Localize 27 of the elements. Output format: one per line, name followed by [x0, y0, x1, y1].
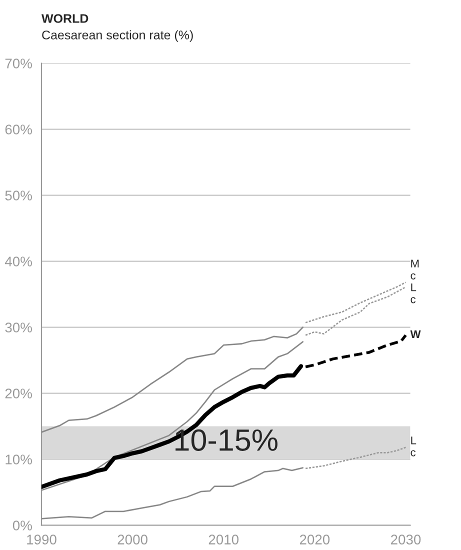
line-series — [304, 446, 406, 470]
chart-subtitle: Caesarean section rate (%) — [42, 30, 193, 42]
y-tick-label: 50% — [5, 190, 32, 200]
band-label: 10-15% — [176, 429, 278, 451]
x-tick-label: 2020 — [300, 534, 330, 544]
series-label: L c — [410, 283, 416, 304]
line-series — [304, 286, 406, 336]
line-series — [41, 364, 304, 490]
series-label: W — [410, 330, 421, 338]
y-tick-label: 10% — [6, 454, 32, 464]
series-label: L c — [410, 436, 416, 456]
x-tick-label: 1990 — [27, 534, 56, 544]
x-tick-label: 2030 — [390, 534, 421, 544]
x-tick-label: 2000 — [118, 534, 148, 544]
y-tick-label: 30% — [5, 322, 32, 332]
y-tick-label: 20% — [5, 388, 32, 398]
line-series — [41, 341, 304, 491]
y-tick-label: 40% — [4, 256, 32, 266]
line-series — [41, 467, 304, 520]
y-tick-label: 70% — [5, 58, 32, 68]
y-tick-label: 60% — [5, 124, 32, 134]
x-tick-label: 2010 — [208, 534, 239, 544]
chart-title: WORLD — [42, 14, 88, 23]
series-label: M c — [410, 260, 419, 280]
y-tick-label: 0% — [12, 520, 32, 530]
line-series — [304, 282, 406, 324]
line-series — [304, 334, 408, 368]
